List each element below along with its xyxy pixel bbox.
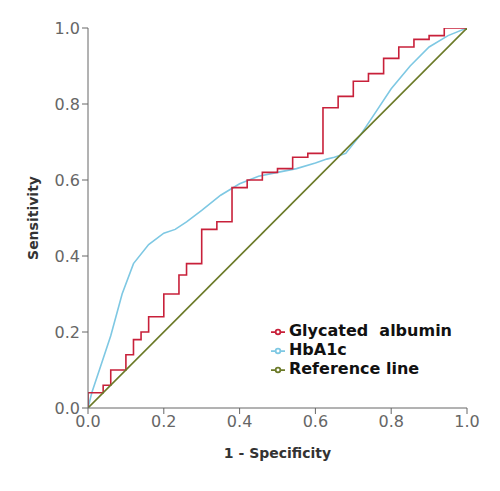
svg-text:0.6: 0.6 [55, 171, 80, 190]
html-text:HbA1c: HbA1c [288, 340, 347, 359]
svg-text:Sensitivity: Sensitivity [25, 176, 41, 260]
svg-text:0.0: 0.0 [75, 412, 101, 432]
svg-text:1.0: 1.0 [55, 19, 80, 38]
svg-text:1.0: 1.0 [454, 412, 479, 431]
svg-text:0.8: 0.8 [378, 412, 403, 431]
svg-text:0.4: 0.4 [227, 412, 252, 431]
svg-text:0.4: 0.4 [55, 247, 80, 266]
svg-text:0.2: 0.2 [151, 412, 176, 431]
svg-text:0.8: 0.8 [55, 95, 80, 114]
svg-text:0.2: 0.2 [55, 323, 80, 342]
svg-text:0.6: 0.6 [303, 412, 328, 431]
html-text:Reference line: Reference line [288, 359, 420, 378]
html-text:Glycated albumin: Glycated albumin [288, 321, 452, 340]
svg-text:0.0: 0.0 [55, 399, 80, 418]
svg-text:1 - Specificity: 1 - Specificity [224, 445, 331, 461]
